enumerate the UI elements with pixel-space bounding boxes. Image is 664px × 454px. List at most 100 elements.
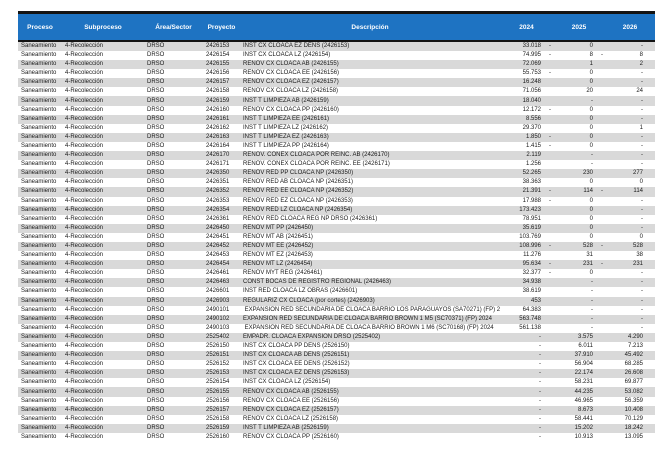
cell-proceso[interactable]: Saneamiento: [21, 270, 57, 277]
cell-descripcion[interactable]: RENOV MT PP (2426450): [243, 224, 314, 231]
cell-y2026[interactable]: -: [605, 115, 655, 124]
cell-descripcion[interactable]: INST RED CLOACA LZ OBRAS (2426601): [243, 288, 358, 295]
cell-descripcion[interactable]: INST CX CLOACA LZ (2426154): [243, 52, 331, 59]
cell-y2026[interactable]: -: [605, 106, 655, 115]
cell-subproceso[interactable]: 4-Recolección: [65, 79, 104, 86]
cell-proceso[interactable]: Saneamiento: [21, 288, 57, 295]
cell-y2025[interactable]: 0: [553, 106, 605, 115]
cell-area[interactable]: DRSO: [147, 124, 165, 131]
cell-proyecto[interactable]: 2426353: [206, 197, 230, 204]
cell-area[interactable]: DRSO: [147, 61, 165, 68]
cell-y2025[interactable]: -: [553, 315, 605, 324]
cell-area[interactable]: DRSO: [147, 261, 165, 268]
cell-proyecto[interactable]: 2426452: [206, 243, 230, 250]
cell-y2026[interactable]: -: [605, 278, 655, 287]
cell-proceso[interactable]: Saneamiento: [21, 97, 57, 104]
cell-proceso[interactable]: Saneamiento: [21, 133, 57, 140]
cell-descripcion[interactable]: RENOV RED LZ CLOACA NP (2426354): [243, 206, 353, 213]
cell-subproceso[interactable]: 4-Recolección: [65, 197, 104, 204]
cell-descripcion[interactable]: RENOV MT EZ (2426453): [243, 252, 313, 259]
cell-y2024[interactable]: 32.377 -: [500, 269, 553, 278]
cell-y2024[interactable]: 2.119: [500, 151, 553, 160]
cell-proyecto[interactable]: 2426154: [206, 52, 230, 59]
cell-y2025[interactable]: 0: [553, 41, 605, 51]
cell-proyecto[interactable]: 2426601: [206, 288, 230, 295]
cell-area[interactable]: DRSO: [147, 324, 165, 331]
cell-proyecto[interactable]: 2426351: [206, 179, 230, 186]
cell-subproceso[interactable]: 4-Recolección: [65, 161, 104, 168]
cell-y2026[interactable]: -: [605, 151, 655, 160]
cell-subproceso[interactable]: 4-Recolección: [65, 233, 104, 240]
cell-subproceso[interactable]: 4-Recolección: [65, 288, 104, 295]
cell-area[interactable]: DRSO: [147, 361, 165, 368]
cell-y2024[interactable]: -: [500, 406, 553, 415]
cell-proyecto[interactable]: 2526153: [206, 370, 230, 377]
cell-proyecto[interactable]: 2426451: [206, 233, 230, 240]
cell-area[interactable]: DRSO: [147, 233, 165, 240]
cell-descripcion[interactable]: INST T LIMPIEZA EE (2426161): [243, 115, 330, 122]
cell-proceso[interactable]: Saneamiento: [21, 206, 57, 213]
cell-area[interactable]: DRSO: [147, 252, 165, 259]
cell-y2024[interactable]: 35.619: [500, 224, 553, 233]
cell-subproceso[interactable]: 4-Recolección: [65, 261, 104, 268]
cell-descripcion[interactable]: INST CX CLOACA PP DENS (2526150): [243, 343, 350, 350]
cell-proyecto[interactable]: 2426163: [206, 133, 230, 140]
cell-subproceso[interactable]: 4-Recolección: [65, 170, 104, 177]
cell-proceso[interactable]: Saneamiento: [21, 142, 57, 149]
cell-y2024[interactable]: -: [500, 397, 553, 406]
cell-y2026[interactable]: 38: [605, 251, 655, 260]
cell-y2025[interactable]: 8-: [553, 51, 605, 60]
cell-subproceso[interactable]: 4-Recolección: [65, 224, 104, 231]
cell-y2025[interactable]: -: [553, 287, 605, 296]
cell-descripcion[interactable]: RENOV RED AB CLOACA NP (2426351): [243, 179, 353, 186]
cell-subproceso[interactable]: 4-Recolección: [65, 306, 104, 313]
cell-y2025[interactable]: 0: [553, 124, 605, 133]
cell-y2026[interactable]: -: [605, 297, 655, 306]
cell-y2024[interactable]: 33.018 -: [500, 41, 553, 51]
cell-area[interactable]: DRSO: [147, 352, 165, 359]
cell-y2026[interactable]: -: [605, 96, 655, 105]
cell-descripcion[interactable]: INST CX CLOACA AB DENS (2526151): [243, 352, 350, 359]
cell-subproceso[interactable]: 4-Recolección: [65, 152, 104, 159]
cell-y2024[interactable]: 74.995 -: [500, 51, 553, 60]
cell-descripcion[interactable]: EXPANSIÓN RED SECUNDARIA DE CLOACA BARRI…: [243, 306, 500, 313]
cell-proceso[interactable]: Saneamiento: [21, 106, 57, 113]
cell-area[interactable]: DRSO: [147, 133, 165, 140]
cell-y2025[interactable]: 0: [553, 197, 605, 206]
cell-y2025[interactable]: 22.174: [553, 369, 605, 378]
cell-subproceso[interactable]: 4-Recolección: [65, 397, 104, 404]
cell-y2026[interactable]: 8: [605, 51, 655, 60]
cell-area[interactable]: DRSO: [147, 52, 165, 59]
cell-subproceso[interactable]: 4-Recolección: [65, 424, 104, 431]
cell-area[interactable]: DRSO: [147, 43, 165, 49]
cell-subproceso[interactable]: 4-Recolección: [65, 406, 104, 413]
cell-y2024[interactable]: -: [500, 378, 553, 387]
cell-proyecto[interactable]: 2426159: [206, 97, 230, 104]
cell-y2026[interactable]: 68.285: [605, 360, 655, 369]
cell-subproceso[interactable]: 4-Recolección: [65, 133, 104, 140]
cell-y2024[interactable]: 38.363: [500, 178, 553, 187]
cell-area[interactable]: DRSO: [147, 161, 165, 168]
cell-y2025[interactable]: -: [553, 151, 605, 160]
cell-subproceso[interactable]: 4-Recolección: [65, 297, 104, 304]
cell-y2025[interactable]: 231 -: [553, 260, 605, 269]
cell-subproceso[interactable]: 4-Recolección: [65, 388, 104, 395]
cell-proceso[interactable]: Saneamiento: [21, 170, 57, 177]
cell-y2025[interactable]: 0: [553, 215, 605, 224]
cell-proceso[interactable]: Saneamiento: [21, 324, 57, 331]
cell-proceso[interactable]: Saneamiento: [21, 306, 57, 313]
cell-y2024[interactable]: 103.769: [500, 233, 553, 242]
cell-proceso[interactable]: Saneamiento: [21, 352, 57, 359]
cell-area[interactable]: DRSO: [147, 106, 165, 113]
cell-y2026[interactable]: -: [605, 315, 655, 324]
cell-area[interactable]: DRSO: [147, 179, 165, 186]
cell-proyecto[interactable]: 2526157: [206, 406, 230, 413]
cell-y2025[interactable]: 37.910: [553, 351, 605, 360]
cell-y2024[interactable]: -: [500, 387, 553, 396]
cell-descripcion[interactable]: RENOV CX CLOACA EE (2426156): [243, 70, 340, 77]
cell-y2026[interactable]: 70.129: [605, 415, 655, 424]
cell-proyecto[interactable]: 2525402: [206, 333, 230, 340]
cell-y2025[interactable]: 230: [553, 169, 605, 178]
cell-descripcion[interactable]: RENOV MT EE (2426452): [243, 243, 314, 250]
cell-y2024[interactable]: 108.996 -: [500, 242, 553, 251]
